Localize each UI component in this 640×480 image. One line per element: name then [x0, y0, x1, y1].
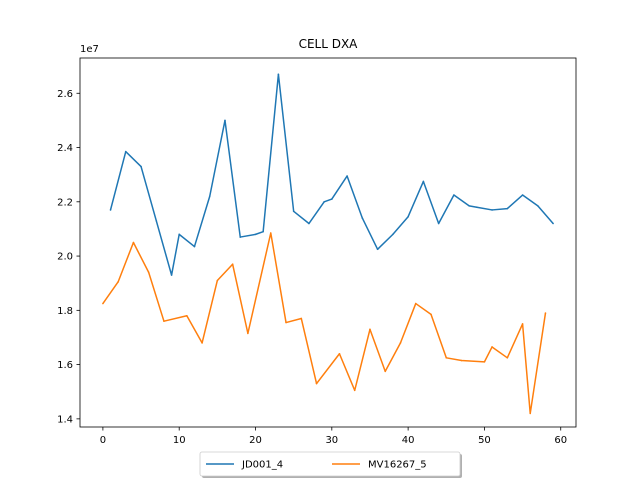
data-point	[537, 205, 539, 207]
data-point	[155, 219, 158, 222]
data-point	[262, 230, 264, 233]
data-point	[231, 263, 234, 266]
data-point	[521, 194, 524, 196]
y-offset-label: 1e7	[80, 44, 99, 55]
data-point	[361, 217, 364, 219]
y-tick-label: 2.6	[57, 89, 73, 100]
data-point	[132, 241, 135, 244]
data-point	[483, 361, 486, 363]
data-point	[277, 73, 280, 76]
data-point	[163, 320, 165, 322]
data-point	[323, 201, 325, 203]
legend: JD001_4 MV16267_5	[199, 451, 462, 478]
legend-label: JD001_4	[241, 460, 283, 471]
data-point	[170, 274, 173, 276]
data-point	[109, 209, 112, 211]
data-point	[430, 313, 432, 316]
legend-label: MV16267_5	[368, 460, 427, 471]
x-tick-label: 20	[249, 435, 262, 446]
data-point	[491, 346, 493, 348]
data-point	[453, 194, 455, 196]
y-tick-label: 1.6	[57, 360, 73, 371]
data-point	[437, 222, 440, 225]
plot-area	[102, 73, 554, 415]
x-tick-label: 40	[402, 435, 415, 446]
data-point	[147, 271, 150, 274]
x-tick-label: 60	[554, 435, 567, 446]
data-point	[140, 165, 142, 168]
data-point	[239, 236, 242, 238]
data-point	[216, 279, 219, 282]
data-point	[338, 352, 341, 355]
chart-title: CELL DXA	[299, 37, 359, 51]
data-point	[460, 359, 463, 362]
data-point	[315, 382, 318, 385]
data-point	[544, 312, 547, 314]
data-point	[476, 206, 478, 209]
data-point	[376, 248, 379, 251]
data-point	[285, 321, 287, 324]
data-point	[208, 195, 211, 198]
y-tick-label: 1.4	[57, 414, 73, 425]
data-point	[392, 233, 394, 236]
data-point	[224, 119, 226, 122]
data-point	[506, 357, 509, 359]
x-tick-label: 10	[173, 435, 186, 446]
data-point	[506, 207, 509, 210]
data-point	[445, 357, 448, 359]
data-point	[346, 175, 348, 177]
data-point	[407, 215, 409, 218]
data-point	[247, 332, 249, 335]
legend-box	[199, 451, 461, 477]
x-tick-label: 0	[100, 435, 106, 446]
data-point	[414, 302, 417, 305]
data-point	[422, 180, 425, 183]
data-point	[331, 198, 333, 200]
data-point	[178, 233, 180, 236]
data-point	[124, 150, 127, 153]
x-tick-label: 30	[325, 435, 338, 446]
y-tick-label: 2.2	[57, 197, 73, 208]
data-point	[308, 222, 310, 225]
data-point	[384, 370, 387, 373]
data-point	[269, 232, 272, 234]
data-point	[529, 412, 532, 415]
data-point	[468, 205, 470, 207]
data-point	[254, 233, 257, 236]
data-point	[102, 302, 104, 305]
data-point	[300, 317, 303, 320]
data-point	[552, 222, 554, 225]
data-point	[521, 323, 524, 325]
data-point	[369, 328, 371, 331]
data-point	[399, 342, 402, 344]
axes: 0 10 20 30 40 50 60 1.4 1.6 1.8 2.0 2.2 2.4 2.6	[57, 57, 577, 446]
data-point	[186, 314, 188, 317]
y-tick-label: 2.4	[57, 143, 73, 154]
x-tick-label: 50	[478, 435, 491, 446]
data-point	[193, 245, 196, 248]
data-point	[491, 209, 493, 211]
data-point	[353, 389, 356, 392]
axes-frame	[79, 57, 577, 428]
data-point	[292, 210, 295, 213]
y-tick-label: 2.0	[57, 252, 73, 263]
data-point	[201, 342, 203, 344]
series-line-1	[109, 73, 554, 276]
y-tick-label: 1.8	[57, 306, 73, 317]
data-point	[117, 281, 119, 283]
